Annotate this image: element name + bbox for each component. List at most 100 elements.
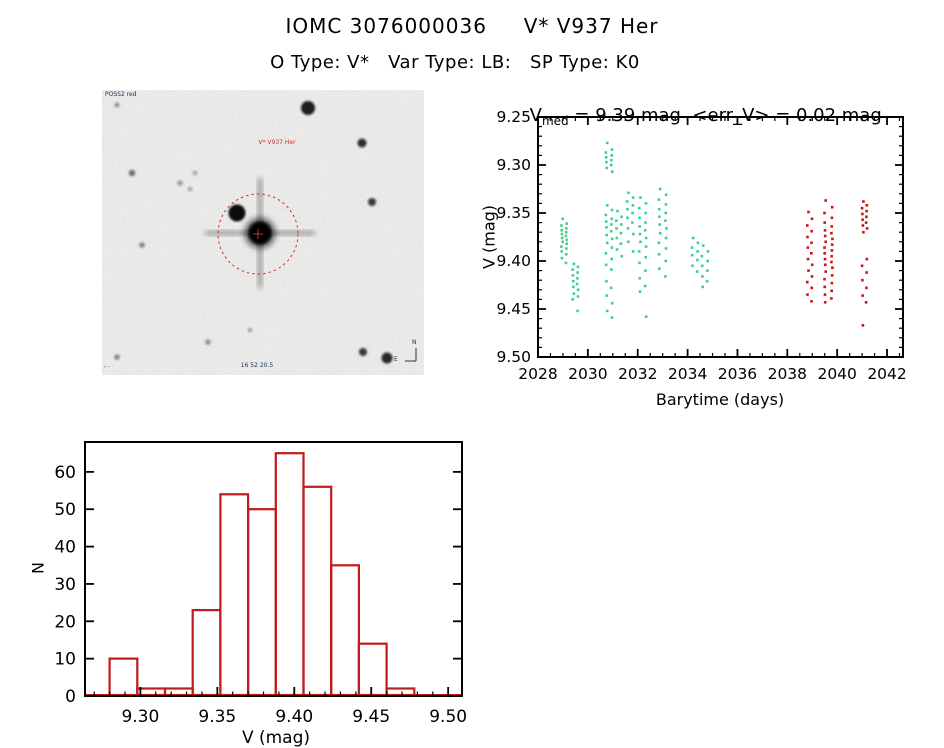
data-point: [862, 200, 865, 203]
data-point: [610, 316, 614, 319]
star: [128, 169, 136, 177]
histogram-frame: [84, 441, 463, 697]
data-point: [610, 257, 613, 261]
data-point: [619, 231, 623, 235]
data-point: [823, 257, 827, 261]
star: [368, 198, 376, 206]
data-point: [605, 160, 608, 164]
data-point: [643, 284, 647, 288]
data-point: [604, 213, 608, 217]
data-point: [638, 277, 641, 280]
data-point: [823, 211, 826, 215]
tick-label: 9.50: [496, 348, 531, 366]
target-marker: [217, 193, 299, 275]
data-point: [806, 246, 810, 249]
data-point: [823, 263, 827, 267]
data-point: [605, 233, 608, 237]
data-point: [861, 212, 864, 216]
data-point: [564, 261, 568, 265]
data-point: [564, 234, 568, 238]
tick-label: 2036: [718, 365, 757, 383]
star: [187, 186, 193, 192]
data-point: [810, 263, 814, 267]
data-point: [862, 230, 865, 234]
data-point: [643, 229, 647, 232]
data-point: [620, 223, 623, 226]
data-point: [576, 295, 580, 298]
data-point: [806, 293, 809, 296]
data-point: [605, 294, 608, 297]
tick-label: 2042: [867, 365, 906, 383]
star: [357, 138, 367, 148]
data-point: [861, 224, 865, 227]
data-point: [830, 297, 833, 300]
data-point: [696, 250, 699, 253]
data-point: [626, 207, 629, 211]
data-point: [644, 211, 647, 215]
data-point: [696, 258, 699, 262]
data-point: [664, 193, 668, 197]
data-point: [864, 301, 868, 304]
data-point: [610, 223, 613, 226]
star: [359, 348, 367, 356]
data-point: [572, 262, 576, 266]
data-point: [638, 225, 641, 228]
data-point: [609, 163, 613, 167]
tick-label: 30: [54, 575, 76, 595]
star: [114, 102, 120, 108]
compass-icon: [405, 348, 417, 362]
tick-label: 9.45: [352, 707, 390, 727]
star: [114, 354, 120, 360]
star: [205, 339, 211, 345]
data-point: [571, 268, 574, 271]
companion-star: [228, 204, 246, 222]
data-point: [664, 275, 667, 278]
data-point: [639, 240, 642, 244]
data-point: [861, 324, 865, 327]
data-point: [610, 301, 614, 305]
data-point: [806, 257, 810, 261]
data-point: [560, 245, 563, 248]
data-point: [604, 151, 608, 154]
histogram-bar: [191, 608, 222, 697]
data-point: [615, 248, 619, 251]
data-point: [691, 264, 694, 268]
data-point: [560, 229, 563, 232]
data-point: [631, 250, 635, 253]
data-point: [560, 236, 564, 240]
data-point: [638, 261, 641, 265]
data-point: [658, 223, 661, 226]
data-point: [691, 236, 695, 240]
data-point: [830, 281, 834, 285]
data-point: [658, 267, 661, 270]
lightcurve-points: [560, 141, 869, 327]
data-point: [664, 259, 667, 263]
data-point: [571, 279, 575, 283]
data-point: [560, 256, 564, 260]
data-point: [664, 211, 667, 215]
tick-label: 9.35: [198, 707, 236, 727]
data-point: [861, 278, 864, 282]
data-point: [865, 227, 869, 230]
data-point: [657, 253, 661, 256]
tick-label: 9.30: [121, 707, 159, 727]
histogram-bar: [302, 485, 333, 697]
data-point: [830, 216, 834, 220]
histogram-axes: 9.30 9.35 9.40 9.45 9.50 0 10 20 30 40 50 60: [54, 441, 467, 727]
data-point: [610, 217, 613, 221]
data-point: [609, 229, 613, 233]
data-point: [626, 216, 629, 220]
data-point: [658, 231, 662, 235]
data-point: [860, 264, 864, 268]
data-point: [706, 259, 709, 263]
data-point: [565, 247, 568, 250]
histogram-bar: [136, 687, 167, 697]
data-point: [605, 241, 609, 245]
data-point: [571, 298, 574, 301]
tick-label: 9.50: [429, 707, 467, 727]
star: [247, 327, 253, 333]
data-point: [631, 211, 634, 215]
tick-label: 60: [54, 463, 76, 483]
data-point: [610, 154, 613, 157]
